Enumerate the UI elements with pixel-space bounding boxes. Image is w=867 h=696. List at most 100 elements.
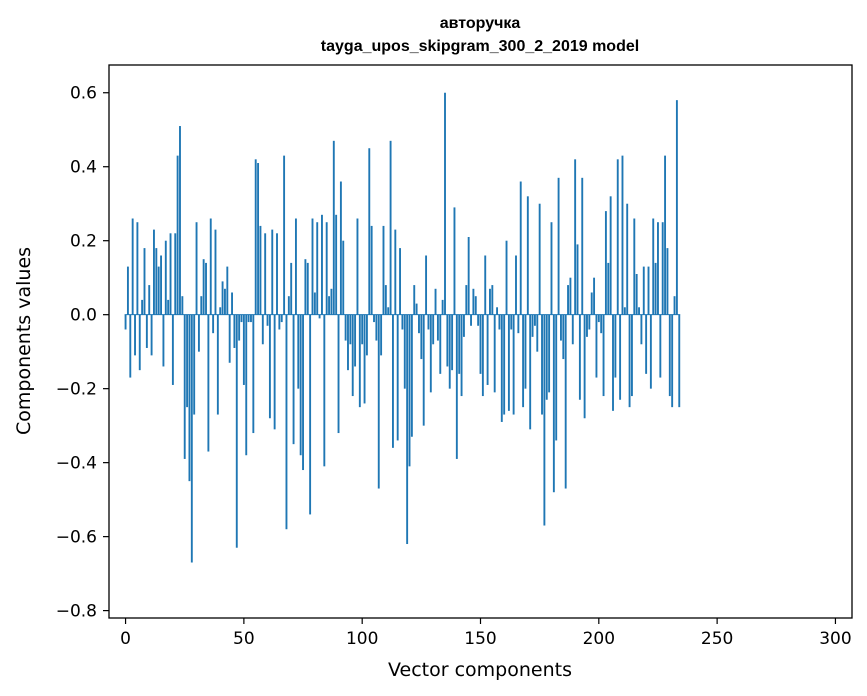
bar (266, 314, 269, 326)
bar (171, 314, 174, 385)
bar (510, 314, 513, 330)
bar (671, 314, 674, 408)
bar (212, 314, 215, 334)
bar (439, 314, 442, 374)
bar (498, 314, 501, 330)
bar (436, 314, 439, 341)
bar (623, 307, 626, 315)
bar (332, 140, 335, 315)
bar (160, 255, 162, 315)
bar (261, 314, 264, 345)
bar (195, 222, 198, 315)
bar (616, 159, 619, 315)
bar (453, 207, 456, 315)
bar (664, 155, 667, 315)
bar (541, 314, 543, 415)
bar (190, 314, 193, 563)
bar (597, 314, 600, 323)
bar (552, 314, 555, 493)
bar (205, 262, 207, 315)
bar (522, 314, 525, 408)
bar (524, 314, 527, 389)
bar (581, 177, 584, 315)
bar (474, 296, 477, 315)
bar (396, 314, 399, 441)
bar (451, 314, 454, 371)
bar (297, 314, 300, 389)
bar (264, 233, 267, 315)
bar (361, 314, 364, 345)
bar (434, 288, 437, 315)
chart-title: авторучка (440, 15, 521, 32)
bar (588, 314, 591, 330)
bar (384, 285, 387, 315)
bar (273, 314, 276, 430)
x-axis-label: Vector components (388, 659, 572, 681)
bar (489, 288, 491, 315)
bar (567, 285, 569, 315)
bar (129, 314, 132, 378)
bar (228, 314, 231, 363)
bar (413, 285, 416, 315)
bar (422, 314, 425, 426)
bar (467, 237, 470, 315)
bar (302, 314, 304, 471)
bar (335, 214, 338, 315)
bar (219, 307, 222, 315)
bar (614, 314, 617, 378)
bar (583, 314, 586, 419)
bar (562, 314, 565, 360)
bar (325, 222, 328, 315)
bar (323, 314, 326, 467)
y-tick-label: −0.2 (56, 380, 97, 400)
bar (377, 314, 380, 489)
bar (368, 148, 371, 315)
bar (678, 314, 681, 408)
bar (136, 222, 139, 315)
bar (515, 255, 517, 315)
bar (259, 225, 262, 315)
bar (349, 314, 352, 345)
bar (356, 218, 359, 315)
bar (444, 92, 446, 315)
bar (441, 299, 444, 315)
bar (176, 155, 179, 315)
bar (294, 218, 297, 315)
bar (557, 177, 560, 315)
bar (181, 296, 184, 315)
bar (153, 229, 155, 315)
bar (630, 314, 633, 397)
bar (186, 314, 189, 408)
bar (351, 314, 354, 397)
bar (233, 314, 236, 348)
bar (150, 314, 153, 356)
bar (387, 307, 390, 315)
bar (550, 222, 553, 315)
bar (235, 314, 238, 548)
bar (143, 248, 146, 315)
bar (209, 218, 212, 315)
bar (479, 314, 482, 374)
bar (418, 314, 420, 334)
bar (505, 240, 508, 315)
bar (545, 314, 548, 400)
bar (304, 259, 307, 315)
x-axis-ticks: 0 50 100 150 200 250 300 (120, 618, 852, 649)
bar (394, 229, 397, 315)
bar (399, 248, 401, 315)
bar (500, 314, 503, 422)
bar (347, 314, 349, 371)
bar (425, 255, 428, 315)
y-tick-label: 0.0 (70, 306, 97, 326)
bar (595, 314, 598, 378)
bar (548, 314, 551, 393)
bar (657, 222, 659, 315)
bar (169, 233, 172, 315)
bar (593, 277, 596, 315)
bar (642, 266, 645, 315)
bar (484, 255, 487, 315)
bar (538, 203, 541, 315)
bar (238, 314, 241, 341)
bar (221, 281, 224, 315)
bar (536, 314, 539, 352)
